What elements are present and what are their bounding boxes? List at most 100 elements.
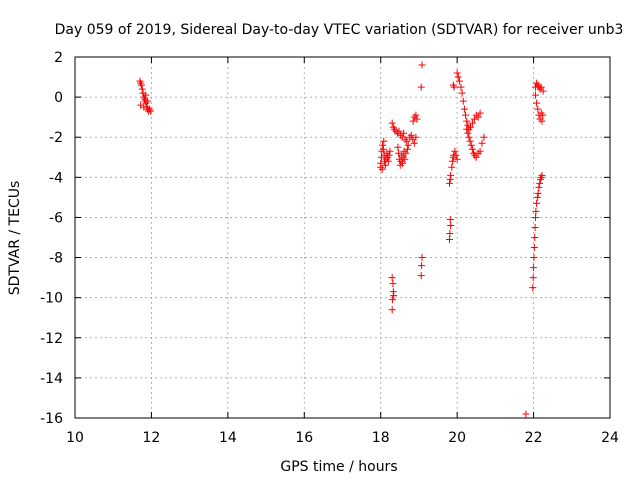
data-point	[447, 221, 455, 229]
data-point	[137, 81, 145, 89]
data-point	[398, 159, 406, 167]
data-point	[533, 99, 541, 107]
data-points	[136, 61, 547, 418]
data-point	[532, 207, 540, 215]
data-point	[539, 87, 547, 95]
data-point	[379, 145, 387, 153]
data-point	[394, 143, 402, 151]
data-point	[402, 149, 410, 157]
data-point	[389, 280, 397, 288]
data-point	[400, 129, 408, 137]
data-point	[534, 189, 542, 197]
data-point	[449, 153, 457, 161]
data-point	[446, 179, 453, 187]
data-point	[404, 141, 412, 149]
data-point	[388, 306, 396, 314]
data-point	[522, 410, 530, 418]
data-point	[468, 145, 476, 153]
data-point	[467, 141, 475, 149]
chart-title: Day 059 of 2019, Sidereal Day-to-day VTE…	[55, 22, 624, 38]
x-tick-label: 14	[219, 430, 237, 446]
data-point	[401, 155, 409, 163]
data-point	[138, 85, 146, 93]
y-axis-label: SDTVAR / TECUs	[7, 181, 23, 296]
data-point	[446, 175, 454, 183]
data-point	[460, 105, 468, 113]
data-point	[147, 107, 155, 115]
data-point	[476, 147, 484, 155]
y-tick-label: -16	[40, 411, 63, 427]
data-point	[446, 229, 454, 237]
data-point	[140, 103, 148, 111]
data-point	[417, 272, 425, 280]
data-point	[446, 215, 454, 223]
data-point	[531, 91, 539, 99]
data-point	[536, 179, 544, 187]
data-point	[535, 183, 543, 191]
data-point	[390, 292, 398, 300]
data-point	[379, 141, 387, 149]
y-tick-label: -10	[40, 291, 63, 307]
data-point	[446, 236, 453, 244]
data-point	[468, 119, 476, 127]
y-tick-label: -2	[49, 130, 63, 146]
y-tick-label: -4	[49, 170, 63, 186]
data-point	[450, 83, 458, 91]
data-point	[454, 73, 462, 81]
grid	[75, 57, 610, 418]
data-point	[458, 89, 466, 97]
data-point	[417, 83, 425, 91]
data-point	[466, 137, 474, 145]
data-point	[537, 83, 545, 91]
data-point	[531, 213, 539, 221]
data-point	[464, 129, 472, 137]
data-point	[409, 117, 417, 125]
x-tick-label: 22	[525, 430, 543, 446]
data-point	[451, 147, 459, 155]
data-point	[533, 193, 541, 201]
data-point	[457, 83, 465, 91]
data-point	[530, 244, 538, 252]
data-point	[403, 137, 411, 145]
data-point	[384, 157, 392, 165]
data-point	[534, 105, 542, 113]
data-point	[418, 61, 426, 69]
y-tick-label: -14	[40, 371, 63, 387]
data-point	[538, 171, 546, 179]
y-tick-labels: 2 0 -2 -4 -6 -8 -10 -12 -14 -16	[40, 50, 63, 427]
data-point	[395, 127, 403, 135]
data-point	[449, 157, 457, 165]
data-point	[539, 111, 547, 119]
data-point	[463, 117, 471, 125]
data-point	[530, 254, 538, 262]
data-point	[465, 133, 473, 141]
data-point	[410, 139, 418, 147]
data-point	[459, 97, 467, 105]
data-point	[530, 264, 538, 272]
x-tick-labels: 10 12 14 16 18 20 22 24	[66, 430, 619, 446]
data-point	[453, 69, 461, 77]
data-point	[142, 91, 150, 99]
x-tick-label: 16	[295, 430, 313, 446]
data-point	[381, 161, 389, 169]
data-point	[474, 113, 482, 121]
data-point	[472, 153, 480, 161]
data-point	[529, 284, 537, 292]
data-point	[453, 155, 461, 163]
data-point	[413, 115, 421, 123]
data-point	[380, 137, 388, 145]
data-point	[448, 163, 456, 171]
data-point	[378, 165, 386, 173]
data-point	[533, 199, 541, 207]
data-point	[478, 139, 486, 147]
data-point	[470, 115, 478, 123]
y-tick-label: -12	[40, 331, 63, 347]
data-point	[529, 274, 537, 282]
y-tick-label: -6	[49, 210, 63, 226]
data-point	[455, 77, 463, 85]
plot-frame	[74, 56, 611, 419]
data-point	[403, 145, 411, 153]
data-point	[463, 125, 471, 133]
data-point	[388, 274, 396, 282]
data-point	[144, 97, 152, 105]
